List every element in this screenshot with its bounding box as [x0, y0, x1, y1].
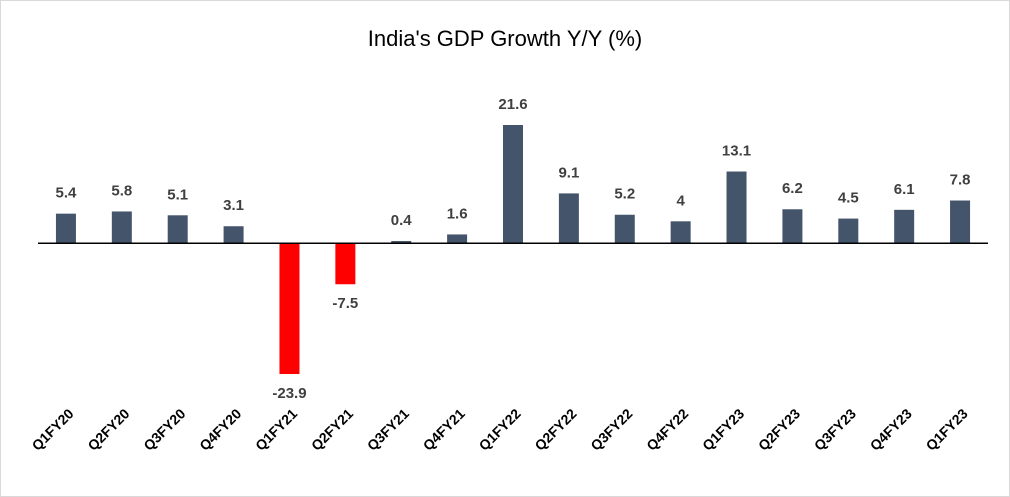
bar	[950, 200, 971, 244]
bar	[55, 213, 76, 244]
bar	[111, 211, 132, 244]
value-label: -7.5	[332, 295, 358, 312]
value-label: 5.1	[167, 186, 188, 203]
value-label: 4	[676, 192, 685, 209]
value-label: 9.1	[558, 164, 579, 181]
value-label: 1.6	[447, 205, 468, 222]
bar	[726, 171, 747, 244]
value-label: 6.2	[782, 180, 803, 197]
value-label: 5.2	[614, 186, 635, 203]
value-label: 3.1	[223, 197, 244, 214]
bar	[503, 125, 523, 244]
bar	[894, 209, 915, 244]
bar	[167, 215, 188, 244]
value-label: 21.6	[498, 96, 527, 113]
value-label: 4.5	[838, 190, 859, 207]
value-label: 6.1	[894, 181, 915, 198]
value-label: 13.1	[722, 142, 751, 159]
value-label: 0.4	[391, 212, 413, 229]
bar	[391, 241, 412, 244]
bar	[447, 234, 468, 244]
bar	[782, 209, 803, 244]
value-label: 7.8	[950, 171, 971, 188]
bar	[670, 221, 691, 244]
chart-title: India's GDP Growth Y/Y (%)	[368, 26, 642, 51]
value-label: 5.4	[56, 185, 78, 202]
bar	[223, 226, 244, 244]
bar	[279, 243, 300, 374]
bar	[838, 218, 859, 244]
bar	[614, 214, 635, 244]
bar	[558, 193, 579, 244]
bar	[335, 243, 356, 285]
value-label: 5.8	[111, 182, 132, 199]
value-label: -23.9	[272, 385, 306, 402]
